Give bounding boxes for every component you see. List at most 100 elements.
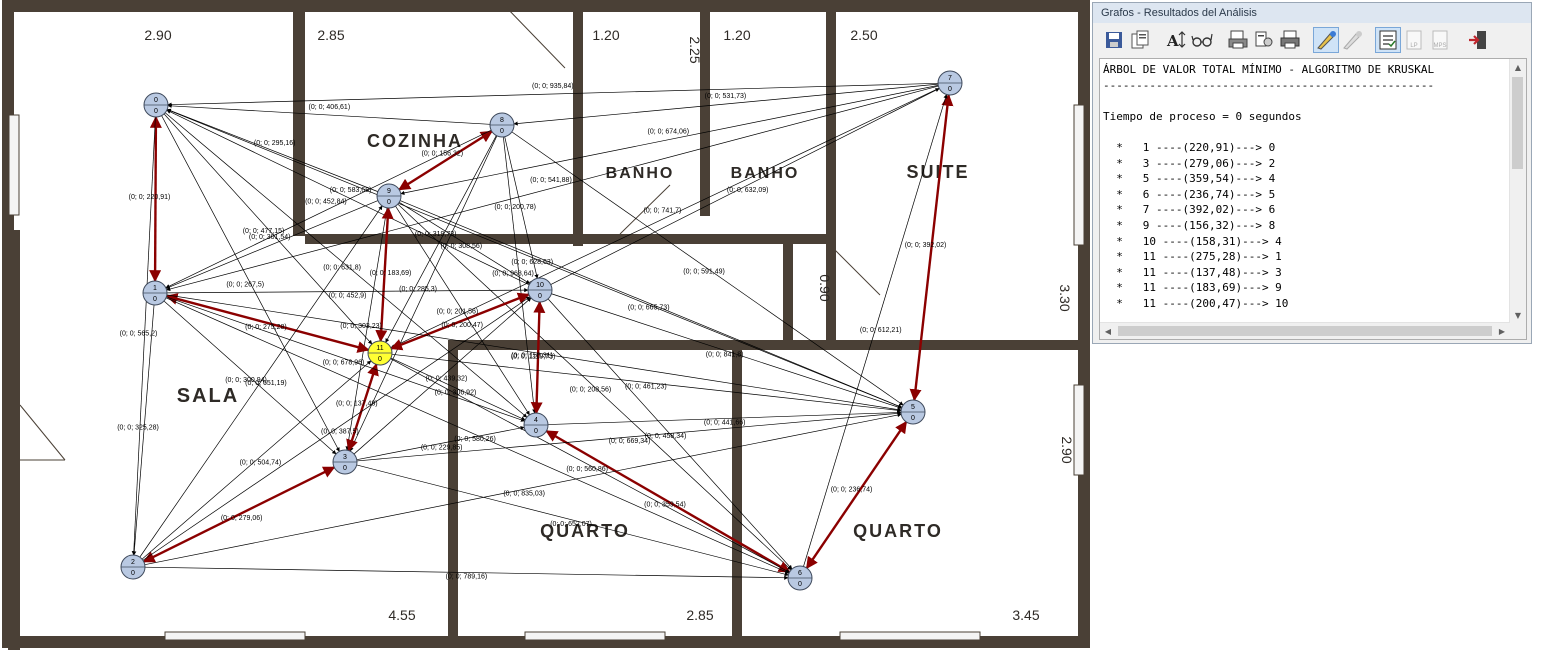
edge-weight-label: (0; 0; 841,8) [706,352,744,359]
print-button[interactable] [1277,27,1303,53]
node-value-label: 0 [154,108,158,115]
door-swing-1 [504,5,566,69]
tree-edge [530,300,546,415]
graph-node-11[interactable]: 11 0 [367,340,393,366]
edge-weight-label: (0; 0; 741,7) [644,208,682,215]
graph-node-10[interactable]: 10 0 [527,277,553,303]
edge-weight-label: (0; 0; 295,16) [254,140,296,147]
copy-button[interactable] [1127,27,1153,53]
graph-node-8[interactable]: 80 [489,112,515,138]
report-button[interactable] [1375,27,1401,53]
edge-weight-label: (0; 0; 267,5) [226,281,264,288]
edge-weight-label: (0; 0; 504,74) [240,460,282,467]
vertical-scroll-thumb[interactable] [1512,77,1523,169]
scroll-down-icon[interactable]: ▼ [1514,310,1522,320]
print-preview-button[interactable] [1225,27,1251,53]
graph-node-0[interactable]: 00 [143,92,169,118]
edge-weight-label: (0; 0; 301,54) [249,234,291,241]
edge-weight-label: (0; 0; 1119,73) [511,353,556,360]
edge-weight-label: (0; 0; 325,28) [117,425,159,432]
graph-edge [356,464,789,577]
wall-suite-left [826,6,836,346]
mps-button[interactable]: MPS [1427,27,1453,53]
wall-quarto-left [448,340,458,645]
room-label: SALA [177,385,239,407]
edge-weight-label: (0; 0; 631,8) [323,265,361,272]
horizontal-scrollbar[interactable]: ◀ ▶ [1100,322,1510,339]
room-label: QUARTO [853,521,943,541]
graph-edge [163,300,337,455]
edge-weight-label: (0; 0; 387,5) [321,428,359,435]
graph-edge [511,131,904,406]
node-id-label: 9 [387,188,391,195]
graph-node-7[interactable]: 70 [937,70,963,96]
window-right [1073,104,1085,246]
printer-setup-button[interactable] [1251,27,1277,53]
graph-edge [141,360,372,560]
graph-node-2[interactable]: 20 [120,554,146,580]
mps-icon [1432,30,1448,50]
edge-weight-label: (0; 0; 359,54) [644,502,686,509]
graph-node-3[interactable]: 30 [332,449,358,475]
graph-node-6[interactable]: 60 [787,565,813,591]
wall-kitchen-right [573,6,583,246]
results-window: Grafos - Resultados del Análisis A LP MPS … [1092,2,1532,344]
dimension-label: 2.90 [144,27,171,43]
edge-weight-label: (0; 0; 158,31) [511,352,553,359]
edge-weight-label: (0; 0; 441,66) [704,419,746,426]
graph-edge [547,298,793,570]
dimension-label: 4.55 [388,607,415,623]
scroll-up-icon[interactable]: ▲ [1514,62,1522,72]
edge-weight-label: (0; 0; 279,06) [221,515,263,522]
edit-graph-button[interactable] [1313,27,1339,53]
scroll-right-icon[interactable]: ▶ [1498,326,1506,336]
graph-canvas[interactable]: COZINHA BANHO BANHO SUITE SALA QUARTO QUARTO 2.… [0,0,1090,654]
save-button[interactable] [1101,27,1127,53]
edge-weight-label: (0; 0; 308,56) [441,243,483,250]
edit-graph-disabled-button[interactable] [1339,27,1365,53]
graph-node-1[interactable]: 10 [142,280,168,306]
scroll-left-icon[interactable]: ◀ [1104,326,1112,336]
graph-edge [167,82,939,107]
edge-weight-label: (0; 0; 674,06) [647,129,689,136]
lp-button[interactable]: LP [1401,27,1427,53]
window-left [8,114,20,216]
door-swing-2 [19,404,66,461]
graph-node-5[interactable]: 50 [900,399,926,425]
font-button[interactable]: A [1163,27,1189,53]
toolbar-button-label: LP [1410,43,1418,49]
print-preview-icon [1228,30,1248,49]
graph-edge [356,425,525,461]
edge-weight-label: (0; 0; 201,56) [437,309,479,316]
graph-node-9[interactable]: 90 [376,183,402,209]
dimension-label: 3.45 [1012,607,1039,623]
wall-left-lower [8,230,20,650]
wall-quarto-mid [732,340,742,645]
graph-edge [550,88,940,285]
tree-edge [165,293,370,353]
node-id-label: 2 [131,559,135,566]
exit-button[interactable] [1465,27,1491,53]
graph-edge [551,293,902,410]
node-value-label: 0 [534,428,538,435]
vertical-scrollbar[interactable]: ▲ ▼ [1509,59,1526,323]
node-id-label: 10 [536,282,544,289]
node-value-label: 0 [131,570,135,577]
horizontal-scroll-thumb[interactable] [1118,326,1492,336]
graph-edge [165,200,379,289]
results-toolbar: A LP MPS [1097,27,1527,55]
tree-edge [909,93,954,402]
node-id-label: 3 [343,454,347,461]
results-line: ----------------------------------------… [1103,78,1435,92]
edge-weight-label: (0; 0; 200,47) [441,322,483,329]
node-value-label: 0 [538,293,542,300]
graph-node-4[interactable]: 40 [523,412,549,438]
results-text-area[interactable]: ÁRBOL DE VALOR TOTAL MÍNIMO - ALGORITMO … [1099,58,1527,340]
font-icon: A [1166,31,1186,50]
glasses-button[interactable] [1189,27,1215,53]
edge-weight-label: (0; 0; 452,84) [305,199,347,206]
edge-weight-label: (0; 0; 229,85) [421,444,463,451]
edge-weight-label: (0; 0; 565,2) [120,331,158,338]
